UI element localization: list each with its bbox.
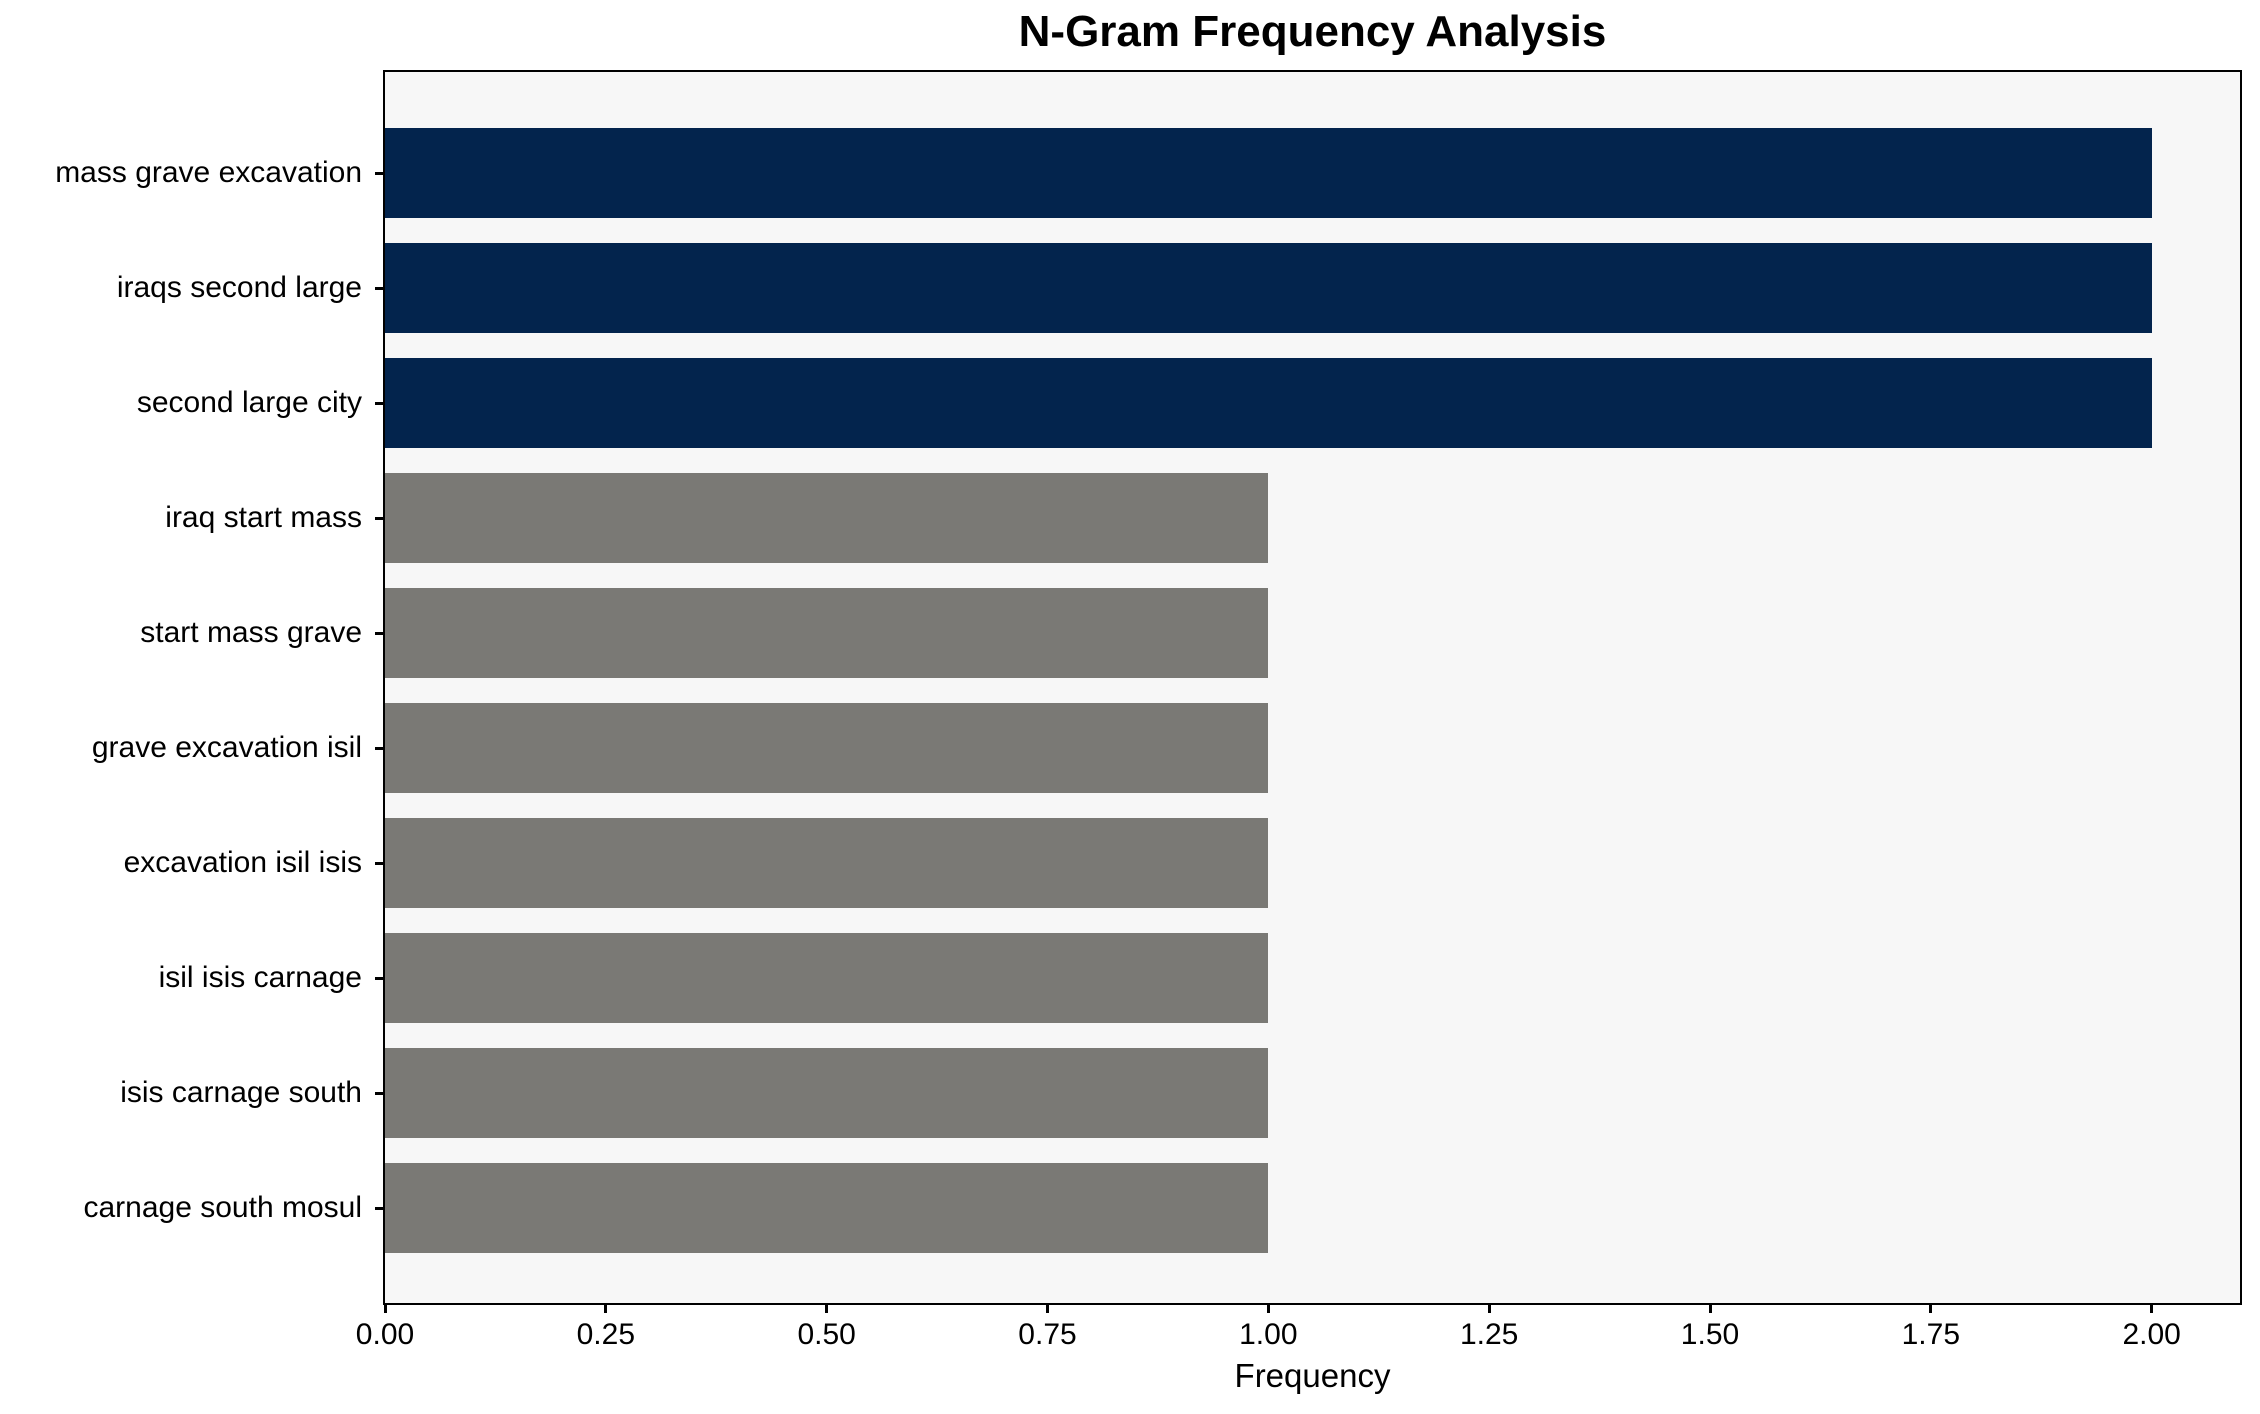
- x-tick: [1266, 1303, 1270, 1313]
- y-tick: [375, 286, 385, 290]
- y-tick-label: start mass grave: [140, 616, 362, 649]
- y-tick-label: isil isis carnage: [158, 961, 362, 994]
- x-tick: [1708, 1303, 1712, 1313]
- y-tick: [375, 171, 385, 175]
- y-tick: [375, 976, 385, 980]
- bar: [385, 473, 1269, 563]
- bar: [385, 1163, 1269, 1253]
- x-tick-label: 0.00: [355, 1318, 415, 1351]
- x-tick-label: 1.25: [1459, 1318, 1519, 1351]
- y-tick: [375, 746, 385, 750]
- x-tick: [825, 1303, 829, 1313]
- x-tick-label: 0.25: [576, 1318, 636, 1351]
- x-tick: [383, 1303, 387, 1313]
- y-tick: [375, 401, 385, 405]
- y-tick-label: excavation isil isis: [123, 846, 362, 879]
- y-tick: [375, 516, 385, 520]
- x-tick-label: 1.00: [1239, 1318, 1298, 1351]
- x-axis-label: Frequency: [1234, 1357, 1391, 1394]
- bar: [385, 818, 1269, 908]
- x-tick-label: 0.75: [1018, 1318, 1077, 1351]
- x-tick-label: 1.50: [1680, 1318, 1740, 1351]
- plot-area: [383, 70, 2242, 1305]
- y-tick-label: second large city: [136, 386, 362, 419]
- bar: [385, 358, 2152, 448]
- y-tick-label: carnage south mosul: [83, 1191, 363, 1224]
- bar: [385, 1048, 1269, 1138]
- x-tick: [1929, 1303, 1933, 1313]
- x-tick-label: 0.50: [797, 1318, 856, 1351]
- x-tick: [2150, 1303, 2154, 1313]
- y-tick-label: mass grave excavation: [55, 156, 362, 189]
- y-tick-label: iraqs second large: [116, 271, 362, 304]
- y-tick-label: iraq start mass: [165, 501, 362, 534]
- x-tick-label: 2.00: [2122, 1318, 2181, 1351]
- y-tick-label: isis carnage south: [120, 1076, 362, 1109]
- y-tick: [375, 1091, 385, 1095]
- y-tick: [375, 631, 385, 635]
- y-tick-label: grave excavation isil: [91, 731, 362, 764]
- chart-title: N-Gram Frequency Analysis: [1018, 7, 1607, 56]
- y-tick: [375, 1206, 385, 1210]
- x-tick: [1487, 1303, 1491, 1313]
- bar: [385, 933, 1269, 1023]
- bar: [385, 588, 1269, 678]
- bar: [385, 128, 2152, 218]
- x-tick-label: 1.75: [1901, 1318, 1961, 1351]
- x-tick: [604, 1303, 608, 1313]
- bar: [385, 243, 2152, 333]
- bar: [385, 703, 1269, 793]
- y-tick: [375, 861, 385, 865]
- x-tick: [1046, 1303, 1049, 1313]
